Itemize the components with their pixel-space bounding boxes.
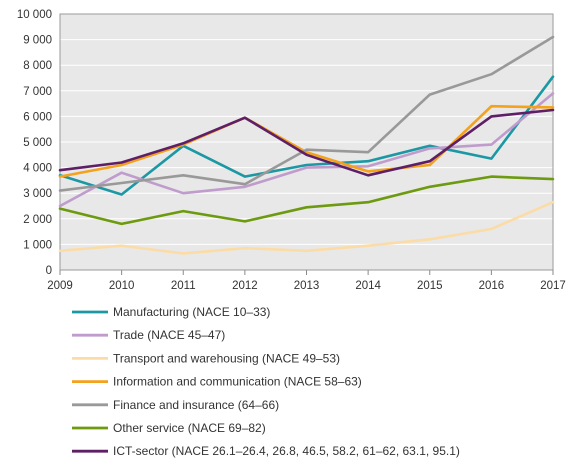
series-3-point [120,244,122,246]
x-tick-label: 2015 [417,280,443,292]
x-tick-label: 2010 [109,280,135,292]
series-5-point [490,73,492,75]
series-1-point [244,175,246,177]
x-tick-label: 2009 [47,280,73,292]
legend-label: Other service (NACE 69–82) [113,421,266,435]
series-4-point [552,106,554,108]
series-2-point [552,92,554,94]
y-tick-label: 7 000 [23,86,52,98]
y-tick-label: 10 000 [17,9,52,21]
series-2-point [429,147,431,149]
series-4-point [429,164,431,166]
x-tick-label: 2013 [294,280,320,292]
series-2-point [120,172,122,174]
series-5-point [305,148,307,150]
y-tick-label: 4 000 [23,163,52,175]
y-tick-label: 9 000 [23,35,52,47]
series-5-point [59,189,61,191]
legend-label: Manufacturing (NACE 10–33) [113,305,270,319]
series-6-point [59,207,61,209]
series-3-point [552,201,554,203]
x-tick-label: 2012 [232,280,258,292]
legend-label: Trade (NACE 45–47) [113,328,225,342]
series-2-point [244,186,246,188]
series-6-point [490,175,492,177]
series-7-point [244,116,246,118]
series-3-point [182,252,184,254]
series-4-point [120,164,122,166]
series-1-point [305,164,307,166]
series-2-point [182,192,184,194]
x-tick-label: 2016 [479,280,505,292]
series-2-point [490,143,492,145]
series-7-point [120,161,122,163]
x-axis: 2009 2010 2011 2012 2013 2014 2015 2016 2017 [47,270,566,292]
x-tick-label: 2017 [540,280,566,292]
series-2-point [305,166,307,168]
x-tick-label: 2011 [171,280,196,292]
series-5-point [552,36,554,38]
series-5-point [120,182,122,184]
series-6-point [429,186,431,188]
series-7-point [182,142,184,144]
x-tick-label: 2014 [355,280,381,292]
series-6-point [552,178,554,180]
series-5-point [244,183,246,185]
y-tick-label: 2 000 [23,214,52,226]
series-7-point [305,154,307,156]
series-1-point [552,76,554,78]
series-3-point [429,238,431,240]
series-6-point [305,206,307,208]
y-tick-label: 0 [46,265,52,277]
series-lines [58,35,555,255]
series-4-point [59,175,61,177]
series-6-line [58,175,555,226]
y-tick-label: 5 000 [23,137,52,149]
legend-label: Finance and insurance (64–66) [113,398,279,412]
series-1-point [120,193,122,195]
series-7-point [552,109,554,111]
series-2-point [59,205,61,207]
legend-label: Information and communication (NACE 58–6… [113,375,362,389]
series-1-point [367,160,369,162]
series-3-point [244,247,246,249]
y-axis: 0 1 000 2 000 3 000 4 000 5 000 6 000 7 000 8 00… [17,9,52,277]
y-tick-label: 1 000 [23,239,52,251]
legend-label: Transport and warehousing (NACE 49–53) [113,351,340,365]
series-3-point [490,228,492,230]
y-tick-label: 8 000 [23,60,52,72]
y-tick-label: 6 000 [23,111,52,123]
series-5-point [182,174,184,176]
series-6-point [244,220,246,222]
series-5-point [429,93,431,95]
series-7-point [367,174,369,176]
series-5-line [58,35,555,192]
series-5-point [367,151,369,153]
series-6-point [120,223,122,225]
series-3-point [305,250,307,252]
series-7-point [429,160,431,162]
series-4-point [367,170,369,172]
series-1-point [490,157,492,159]
series-7-point [59,169,61,171]
series-3-point [367,244,369,246]
series-6-point [182,210,184,212]
series-3-line [58,200,555,255]
legend-label: ICT-sector (NACE 26.1–26.4, 26.8, 46.5, … [113,444,460,458]
series-3-point [59,250,61,252]
series-1-point [429,145,431,147]
series-6-point [367,201,369,203]
series-7-line [58,108,555,177]
series-2-point [367,165,369,167]
series-4-line [58,104,555,178]
y-tick-label: 3 000 [23,188,52,200]
legend: Manufacturing (NACE 10–33) Trade (NACE 45… [72,305,460,458]
series-4-point [490,105,492,107]
series-7-point [490,115,492,117]
